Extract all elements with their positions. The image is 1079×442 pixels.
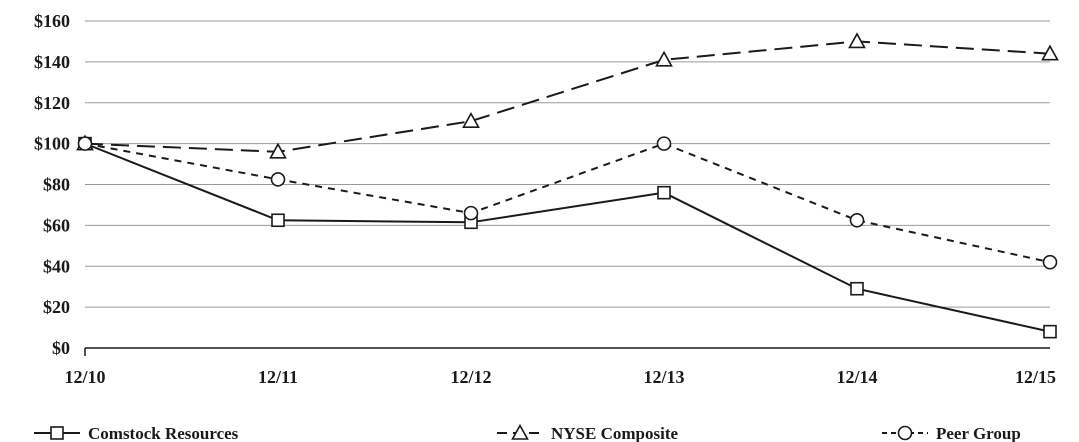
y-tick-label: $100 — [34, 134, 70, 154]
data-point — [848, 32, 866, 49]
series-triangle — [76, 32, 1059, 159]
legend-label: Comstock Resources — [88, 424, 239, 442]
series-line — [84, 142, 1051, 264]
y-tick-label: $80 — [43, 175, 70, 195]
data-point — [463, 205, 479, 221]
x-axis-ticks: 12/10 12/11 12/12 12/13 12/14 12/15 — [64, 367, 1056, 387]
data-point — [1042, 254, 1058, 270]
legend-marker — [50, 426, 64, 440]
y-tick-label: $20 — [43, 297, 70, 317]
legend-marker — [511, 423, 529, 440]
x-tick-label: 12/10 — [64, 367, 105, 387]
legend-marker — [897, 425, 913, 441]
x-tick-label: 12/13 — [643, 367, 684, 387]
y-tick-label: $120 — [34, 93, 70, 113]
data-point — [271, 213, 285, 228]
y-tick-label: $0 — [52, 338, 70, 358]
x-tick-label: 12/11 — [258, 367, 298, 387]
data-point — [655, 50, 673, 67]
data-point — [1043, 324, 1057, 339]
y-axis-ticks: $0 $20 $40 $60 $80 $100 $120 $140 $160 — [34, 11, 70, 358]
y-tick-label: $140 — [34, 52, 70, 72]
series-line — [84, 142, 1051, 333]
data-point — [270, 172, 286, 187]
series-lines — [76, 32, 1059, 339]
data-point — [850, 281, 864, 296]
data-point — [1041, 44, 1059, 61]
legend-item: Peer Group — [882, 424, 1021, 442]
data-point — [656, 136, 672, 151]
data-point — [269, 142, 287, 159]
series-line — [84, 40, 1051, 153]
legend-label: Peer Group — [936, 424, 1021, 442]
data-point — [849, 212, 865, 228]
legend-label: NYSE Composite — [551, 424, 678, 442]
x-tick-label: 12/15 — [1015, 367, 1056, 387]
legend-item: Comstock Resources — [34, 424, 239, 442]
series-square — [78, 136, 1057, 339]
series-circle — [77, 136, 1058, 270]
data-point — [462, 111, 480, 128]
y-tick-label: $160 — [34, 11, 70, 31]
data-point — [657, 185, 671, 200]
x-tick-label: 12/14 — [836, 367, 877, 387]
legend-item: NYSE Composite — [497, 423, 678, 442]
data-point — [77, 136, 93, 151]
y-tick-label: $60 — [43, 215, 70, 235]
legend: Comstock Resources NYSE Composite Peer Gro… — [34, 423, 1021, 442]
x-axis — [84, 347, 1050, 356]
x-tick-label: 12/12 — [450, 367, 491, 387]
gridlines — [85, 20, 1050, 308]
y-tick-label: $40 — [43, 256, 70, 276]
